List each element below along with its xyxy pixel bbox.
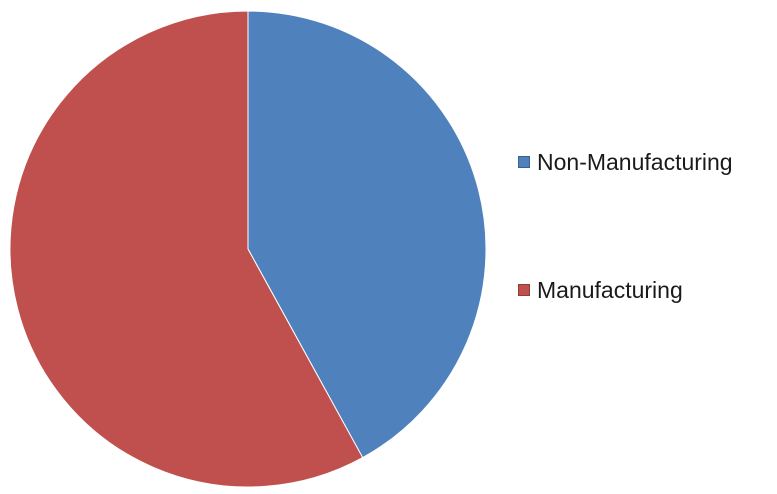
legend-label-non-manufacturing: Non-Manufacturing (537, 148, 733, 175)
legend-item-manufacturing: Manufacturing (518, 276, 733, 304)
legend: Non-Manufacturing Manufacturing (518, 148, 733, 304)
legend-item-non-manufacturing: Non-Manufacturing (518, 148, 733, 176)
legend-label-manufacturing: Manufacturing (537, 276, 683, 303)
legend-swatch-non-manufacturing (518, 156, 530, 168)
pie-slice-non-manufacturing (247, 10, 487, 459)
pie-slice-manufacturing (9, 10, 364, 488)
legend-swatch-manufacturing (518, 284, 530, 296)
